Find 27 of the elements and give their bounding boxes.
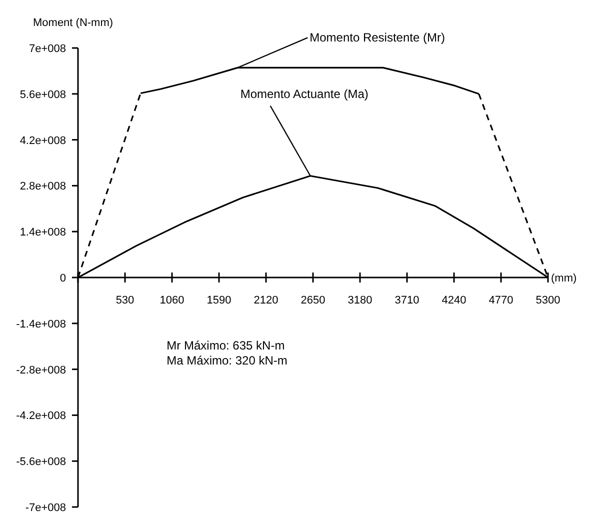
x-tick-label: 530	[116, 294, 134, 306]
y-tick-label: -7e+008	[25, 502, 66, 514]
annotation: Ma Máximo: 320 kN-m	[166, 354, 288, 368]
x-tick-label: 4770	[488, 294, 514, 306]
x-tick-label: 5300	[536, 294, 560, 306]
y-tick-label: -1.4e+008	[16, 318, 66, 330]
y-tick-label: 4.2e+008	[20, 134, 66, 147]
x-tick-label: 2120	[254, 294, 278, 306]
x-tick-label: 3710	[394, 294, 420, 306]
x-tick-label: 1590	[206, 294, 232, 306]
y-tick-label: 7e+008	[28, 43, 66, 55]
annotation: Mr Máximo: 635 kN-m	[166, 338, 285, 353]
x-axis-title: (mm)	[551, 272, 577, 284]
y-tick-label: -5.6e+008	[16, 456, 66, 468]
y-tick-label: 1.4e+008	[20, 226, 66, 239]
y-tick-label: -2.8e+008	[16, 364, 66, 376]
y-tick-label: -4.2e+008	[16, 410, 66, 422]
text: Momento Actuante (Ma)	[240, 86, 368, 101]
x-tick-label: 2650	[300, 294, 326, 306]
y-axis-title: Moment (N-mm)	[33, 17, 114, 29]
x-tick-label: 1060	[160, 294, 184, 306]
series-label: Momento Resistente (Mr)	[310, 30, 445, 45]
y-tick-label: 2.8e+008	[20, 180, 66, 193]
y-tick-label: 5.6e+008	[20, 88, 66, 101]
y-tick-label: 0	[60, 272, 66, 284]
x-tick-label: 4240	[442, 294, 466, 306]
x-tick-label: 3180	[348, 294, 372, 306]
